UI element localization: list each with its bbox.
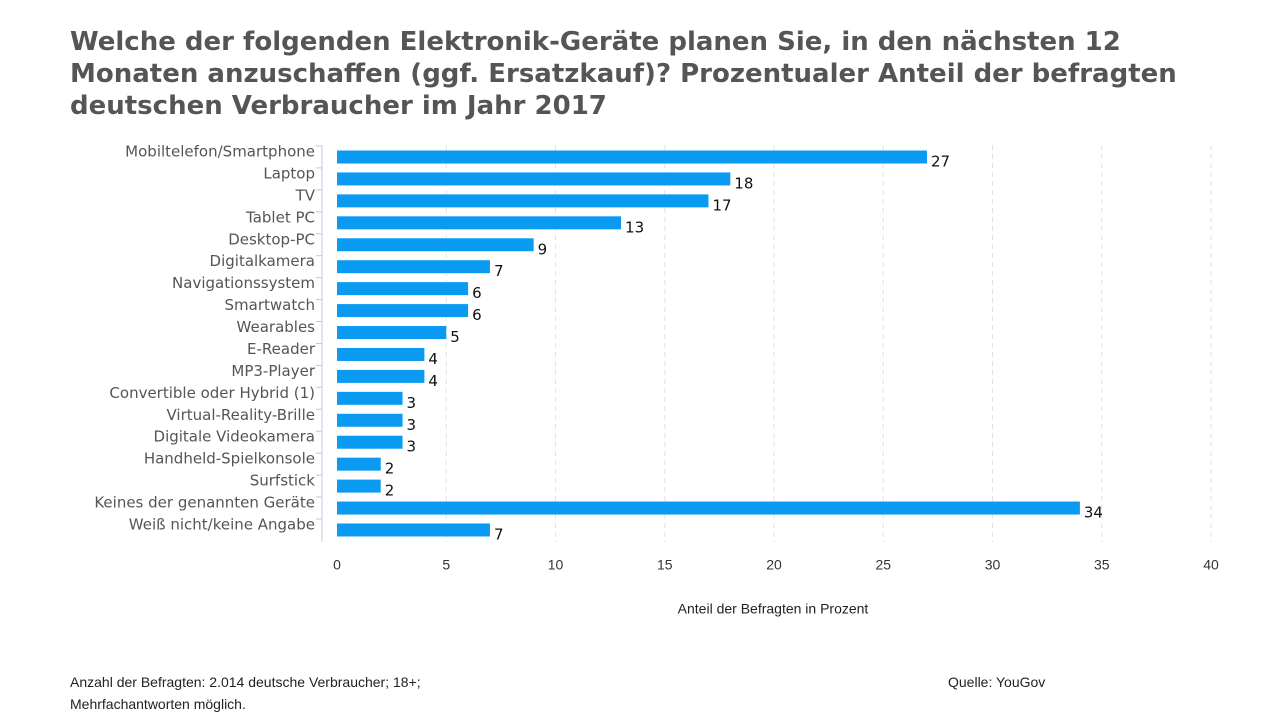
y-tick-label: Navigationssystem	[172, 274, 315, 292]
y-tick-label: TV	[295, 186, 316, 204]
x-tick-label: 15	[657, 557, 673, 573]
bar	[337, 413, 403, 427]
value-label: 9	[538, 240, 548, 258]
y-tick-label: Wearables	[237, 318, 316, 336]
bar	[337, 523, 490, 537]
source: Quelle: YouGov	[948, 674, 1046, 690]
bar	[337, 238, 534, 252]
value-label: 6	[472, 306, 482, 324]
value-label: 18	[734, 174, 753, 192]
footnote-line: Mehrfachantworten möglich.	[70, 696, 246, 712]
y-tick-label: Convertible oder Hybrid (1)	[109, 384, 315, 402]
bar	[337, 435, 403, 449]
x-tick-label: 10	[548, 557, 564, 573]
value-label: 34	[1084, 504, 1103, 522]
x-tick-label: 35	[1094, 557, 1110, 573]
y-tick-label: MP3-Player	[231, 362, 315, 380]
value-label: 3	[407, 438, 417, 456]
y-tick-label: Tablet PC	[245, 208, 315, 226]
y-tick-label: Keines der genannten Geräte	[94, 494, 315, 512]
value-label: 4	[428, 372, 438, 390]
bar	[337, 194, 709, 208]
x-tick-label: 25	[875, 557, 891, 573]
x-tick-label: 0	[333, 557, 341, 573]
bar	[337, 260, 490, 274]
value-label: 17	[712, 196, 731, 214]
x-tick-label: 30	[985, 557, 1001, 573]
value-label: 6	[472, 284, 482, 302]
footnote-line: Anzahl der Befragten: 2.014 deutsche Ver…	[70, 674, 421, 690]
bar	[337, 479, 381, 493]
bar	[337, 150, 927, 164]
footnote: Anzahl der Befragten: 2.014 deutsche Ver…	[70, 671, 421, 715]
value-label: 7	[494, 525, 504, 543]
y-tick-label: Smartwatch	[225, 296, 315, 314]
bar	[337, 501, 1080, 515]
bar	[337, 304, 469, 318]
y-tick-label: Mobiltelefon/Smartphone	[125, 143, 315, 161]
y-tick-label: Digitale Videokamera	[154, 428, 315, 446]
value-label: 2	[385, 482, 395, 500]
value-label: 4	[428, 350, 438, 368]
y-tick-label: E-Reader	[247, 340, 316, 358]
bar	[337, 216, 622, 230]
bar	[337, 172, 731, 186]
value-label: 3	[407, 416, 417, 434]
bar	[337, 326, 447, 340]
chart-title: Welche der folgenden Elektronik-Geräte p…	[70, 27, 1177, 121]
value-label: 2	[385, 460, 395, 478]
y-tick-label: Desktop-PC	[228, 230, 315, 248]
bar	[337, 391, 403, 405]
value-label: 5	[450, 328, 460, 346]
x-axis-label: Anteil der Befragten in Prozent	[678, 601, 869, 617]
y-tick-label: Surfstick	[250, 472, 316, 490]
y-tick-label: Virtual-Reality-Brille	[167, 406, 316, 424]
value-label: 7	[494, 262, 504, 280]
y-tick-label: Laptop	[263, 164, 315, 182]
value-label: 3	[407, 394, 417, 412]
y-tick-label: Handheld-Spielkonsole	[144, 450, 315, 468]
y-tick-label: Weiß nicht/keine Angabe	[129, 515, 315, 533]
bar	[337, 282, 469, 296]
x-tick-label: 20	[766, 557, 782, 573]
bar	[337, 369, 425, 383]
bar	[337, 457, 381, 471]
y-tick-label: Digitalkamera	[210, 252, 315, 270]
bar	[337, 347, 425, 361]
value-label: 27	[931, 153, 950, 171]
value-label: 13	[625, 218, 644, 236]
x-tick-label: 40	[1203, 557, 1219, 573]
x-tick-label: 5	[442, 557, 450, 573]
